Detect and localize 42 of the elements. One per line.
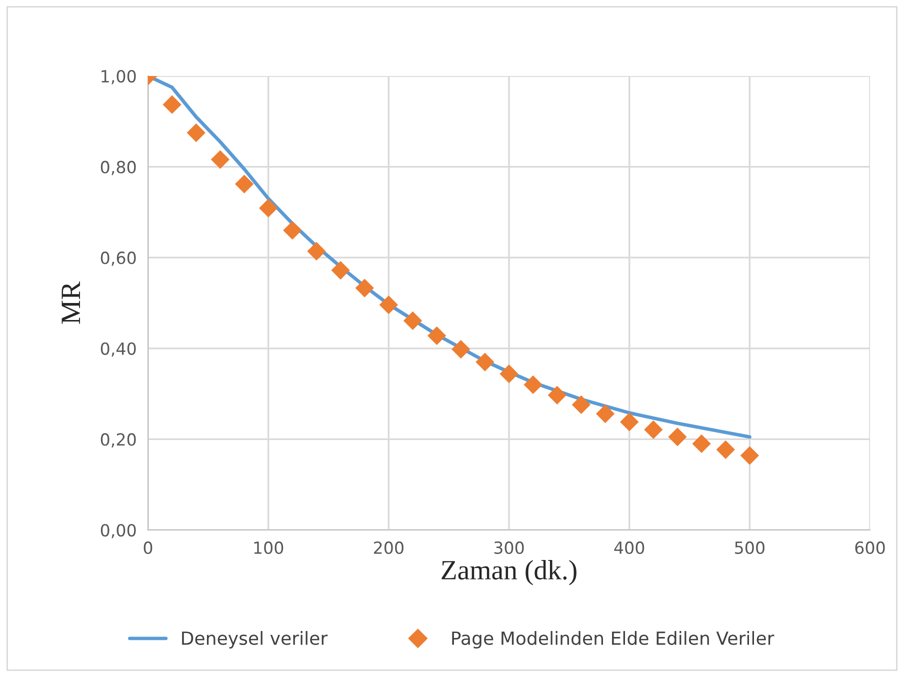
point bbox=[186, 123, 206, 142]
point bbox=[524, 375, 542, 394]
x-tick-label: 200 bbox=[374, 541, 404, 554]
point bbox=[162, 95, 182, 114]
point bbox=[355, 278, 374, 298]
point bbox=[716, 440, 735, 459]
y-tick-label: 0,80 bbox=[100, 160, 136, 176]
point bbox=[452, 340, 470, 359]
point bbox=[403, 311, 422, 330]
point bbox=[596, 404, 615, 424]
point bbox=[668, 428, 687, 446]
y-tick-label: 0,60 bbox=[100, 252, 136, 266]
point bbox=[234, 174, 254, 194]
point bbox=[379, 296, 398, 314]
point bbox=[307, 242, 326, 261]
point bbox=[210, 150, 230, 169]
x-tick-label: 100 bbox=[254, 541, 284, 554]
point bbox=[548, 386, 566, 404]
point bbox=[740, 446, 759, 465]
point bbox=[644, 420, 663, 439]
point bbox=[331, 260, 350, 280]
x-tick-label: 300 bbox=[494, 541, 524, 554]
x-axis-title: Zaman (dk.) bbox=[442, 560, 576, 586]
y-tick-label: 0,00 bbox=[100, 524, 136, 538]
y-axis-title: MR bbox=[62, 281, 80, 324]
point bbox=[620, 412, 639, 432]
point bbox=[427, 326, 446, 346]
point bbox=[500, 364, 518, 384]
legend-label: Page Modelinden Elde Edilen Veriler bbox=[452, 631, 774, 648]
y-tick-label: 0,20 bbox=[100, 433, 136, 448]
point bbox=[476, 352, 494, 372]
y-tick-label: 1,00 bbox=[102, 70, 136, 84]
point bbox=[259, 198, 278, 218]
x-tick-label: 600 bbox=[855, 541, 885, 554]
point bbox=[283, 221, 302, 240]
x-tick-label: 500 bbox=[735, 541, 764, 554]
point bbox=[692, 434, 711, 454]
y-tick-label: 0,40 bbox=[100, 342, 136, 357]
legend-label: Deneysel veriler bbox=[182, 631, 328, 648]
point bbox=[572, 395, 591, 414]
x-tick-label: 0 bbox=[144, 541, 152, 554]
x-tick-label: 400 bbox=[614, 541, 644, 554]
